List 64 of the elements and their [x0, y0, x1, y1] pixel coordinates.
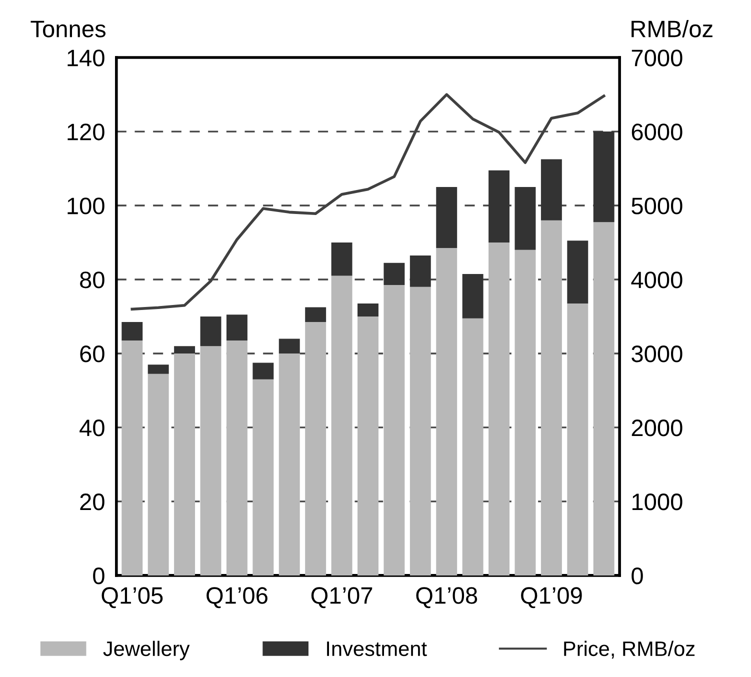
bar — [305, 322, 326, 576]
y-axis-title: Tonnes — [30, 20, 106, 38]
bar — [122, 340, 143, 576]
bar — [252, 362, 274, 380]
bar — [462, 274, 484, 318]
legend-label: Price, RMB/oz — [564, 640, 695, 659]
bar — [488, 242, 510, 576]
bar — [148, 374, 169, 576]
bar — [331, 276, 352, 576]
y-tick-label: 0 — [93, 568, 104, 584]
bar — [540, 159, 562, 220]
x-tick-label: Q1’06 — [206, 587, 268, 608]
bar — [278, 353, 300, 576]
bar — [540, 220, 562, 576]
y2-tick-label: 2000 — [632, 420, 682, 436]
y2-tick-label: 3000 — [632, 346, 682, 362]
y2-tick-label: 0 — [632, 568, 643, 584]
y-tick-label: 80 — [80, 272, 104, 288]
bar — [567, 240, 588, 304]
y-tick-label: 60 — [80, 346, 104, 362]
y2-tick-label: 4000 — [631, 272, 682, 288]
bar — [122, 322, 143, 341]
bar — [514, 250, 536, 576]
y-tick-label: 20 — [80, 494, 104, 510]
bar — [488, 170, 510, 243]
bar — [410, 286, 431, 576]
bar — [514, 187, 536, 250]
bar — [226, 340, 248, 576]
bar — [593, 222, 614, 576]
y2-tick-label: 1000 — [632, 494, 682, 510]
y-tick-label: 120 — [68, 124, 104, 140]
x-tick-label: Q1’05 — [102, 587, 163, 608]
bar — [436, 187, 458, 248]
x-tick-label: Q1’09 — [521, 587, 582, 608]
bar — [200, 316, 222, 346]
bar — [174, 353, 196, 576]
x-tick-label: Q1’07 — [311, 587, 372, 608]
y2-tick-label: 7000 — [632, 50, 682, 66]
bar — [462, 318, 484, 576]
y2-tick-label: 6000 — [632, 124, 682, 140]
bar — [148, 364, 169, 374]
y-tick-label: 40 — [80, 420, 104, 436]
bar — [410, 255, 431, 287]
bar — [174, 346, 196, 354]
bar — [384, 285, 405, 576]
bar — [226, 314, 248, 341]
bar — [384, 262, 405, 286]
bar — [305, 307, 326, 322]
y-tick-label: 140 — [68, 50, 104, 66]
y2-axis-title: RMB/oz — [632, 20, 712, 38]
bar — [436, 248, 458, 576]
bar — [358, 316, 378, 576]
x-tick-label: Q1’08 — [416, 587, 478, 608]
bar — [200, 346, 222, 576]
bar — [252, 379, 274, 576]
legend-label: Jewellery — [103, 640, 190, 660]
y-tick-label: 100 — [68, 198, 104, 214]
legend-label: Investment — [327, 642, 427, 656]
bar — [358, 304, 378, 316]
bar — [331, 242, 352, 276]
bar — [278, 338, 300, 354]
bar — [593, 132, 614, 222]
bar — [567, 304, 588, 576]
y2-tick-label: 5000 — [632, 198, 682, 214]
